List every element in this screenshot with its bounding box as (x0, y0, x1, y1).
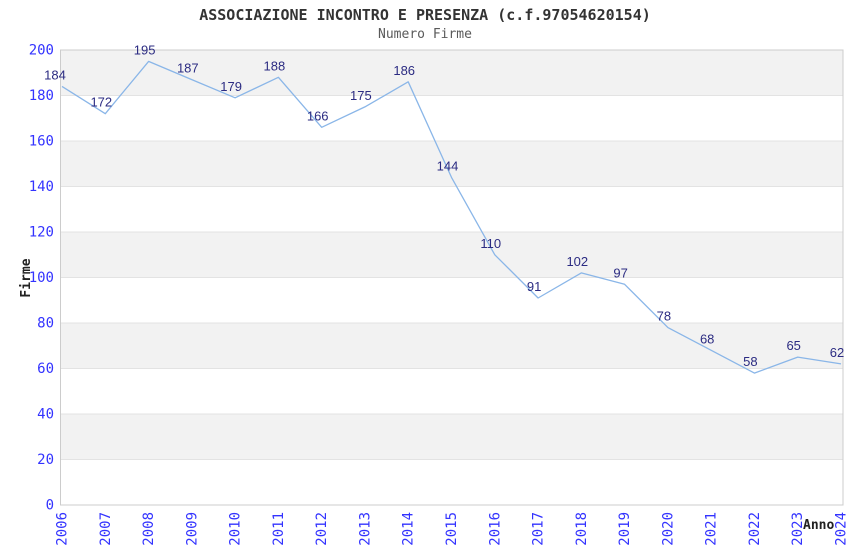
data-label: 187 (177, 61, 199, 76)
plot-band (60, 232, 843, 278)
x-tick-label: 2016 (487, 512, 503, 546)
y-axis-title: Firme (19, 258, 34, 298)
x-tick-label: 2009 (184, 512, 200, 546)
y-tick-label: 80 (37, 316, 54, 332)
x-tick-label: 2007 (98, 512, 114, 546)
plot-band (60, 323, 843, 369)
y-tick-label: 0 (46, 498, 54, 514)
data-label: 166 (307, 108, 329, 123)
plot-band (60, 50, 843, 96)
data-label: 179 (220, 79, 242, 94)
plot-band (60, 459, 843, 505)
x-tick-label: 2008 (141, 512, 157, 546)
y-tick-label: 20 (37, 452, 54, 468)
x-tick-label: 2011 (271, 512, 287, 546)
data-label: 195 (134, 42, 156, 57)
x-tick-label: 2018 (574, 512, 590, 546)
x-tick-label: 2019 (617, 512, 633, 546)
data-label: 110 (480, 236, 501, 251)
x-tick-label: 2010 (228, 512, 244, 546)
series-line (61, 60, 842, 374)
y-tick-label: 180 (29, 88, 54, 104)
y-tick-label: 60 (37, 361, 54, 377)
data-label: 175 (350, 88, 372, 103)
chart-subtitle: Numero Firme (378, 27, 472, 42)
data-label: 184 (44, 67, 66, 82)
data-label: 68 (700, 331, 714, 346)
plot-band (60, 186, 843, 232)
data-label: 78 (657, 309, 671, 324)
chart-title: ASSOCIAZIONE INCONTRO E PRESENZA (c.f.97… (199, 6, 651, 24)
y-tick-label: 40 (37, 407, 54, 423)
x-tick-label: 2022 (747, 512, 763, 546)
data-label: 188 (264, 58, 286, 73)
data-label: 172 (90, 95, 112, 110)
y-tick-label: 120 (29, 225, 54, 241)
plot-band (60, 277, 843, 323)
data-label: 58 (743, 354, 757, 369)
data-label: 91 (527, 279, 541, 294)
x-tick-label: 2017 (531, 512, 547, 546)
y-tick-label: 200 (29, 43, 54, 59)
x-tick-label: 2012 (314, 512, 330, 546)
x-tick-label: 2014 (401, 512, 417, 546)
plot-band (60, 95, 843, 141)
data-label: 97 (613, 265, 627, 280)
x-tick-label: 2020 (660, 512, 676, 546)
y-tick-label: 140 (29, 179, 54, 195)
x-tick-label: 2021 (704, 512, 720, 546)
plot-band (60, 414, 843, 460)
x-tick-label: 2013 (357, 512, 373, 546)
data-label: 186 (393, 63, 415, 78)
x-tick-label: 2023 (790, 512, 806, 546)
y-tick-label: 100 (29, 270, 54, 286)
x-tick-label: 2015 (444, 512, 460, 546)
data-label: 102 (566, 254, 588, 269)
y-tick-label: 160 (29, 134, 54, 150)
data-label: 65 (786, 338, 800, 353)
data-label: 144 (437, 158, 459, 173)
plot-border (60, 49, 844, 506)
plot-band (60, 368, 843, 414)
x-tick-label: 2006 (55, 512, 71, 546)
x-axis-title: Anno (803, 518, 835, 533)
x-tick-label: 2024 (834, 512, 850, 546)
data-label: 62 (830, 345, 844, 360)
